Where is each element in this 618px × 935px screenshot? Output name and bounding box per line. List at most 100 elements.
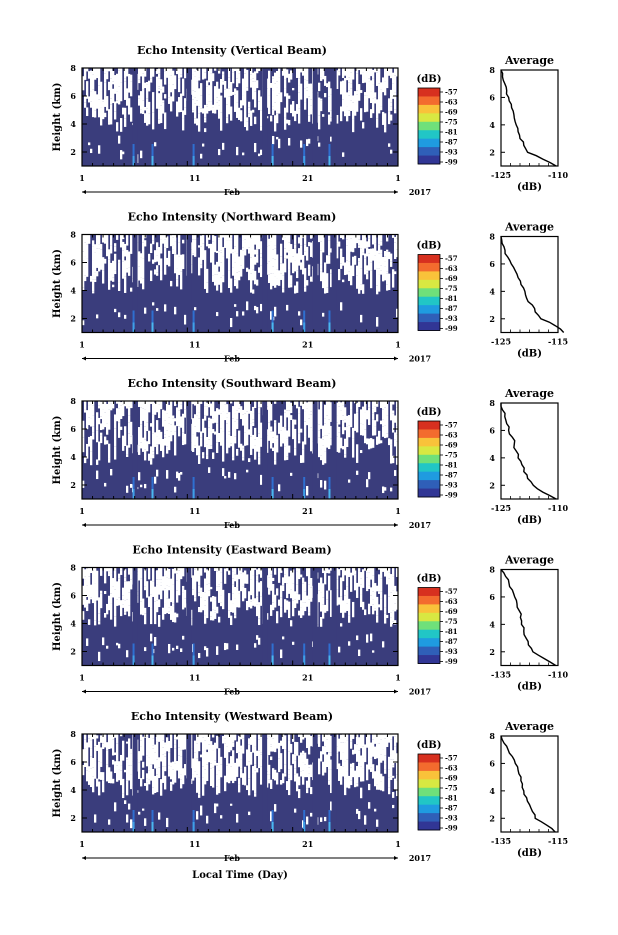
heatmap-gap — [276, 611, 279, 614]
heatmap-gap — [350, 734, 353, 737]
heatmap-gap — [284, 237, 287, 249]
heatmap-gap — [318, 590, 321, 603]
heatmap-gap — [156, 69, 159, 74]
heatmap-gap — [216, 803, 219, 807]
heatmap-gap — [304, 764, 307, 778]
heatmap-gap — [318, 142, 321, 147]
heatmap-gap — [392, 410, 395, 414]
heatmap-gap — [104, 436, 107, 445]
heatmap-band — [186, 401, 192, 499]
heatmap-gap — [196, 100, 199, 106]
echo-spike — [328, 643, 331, 666]
heatmap-gap — [86, 606, 89, 612]
heatmap-gap — [330, 248, 333, 253]
colorbar-swatch — [418, 655, 440, 664]
heatmap-gap — [338, 432, 341, 453]
heatmap-gap — [142, 769, 145, 780]
heatmap-gap — [206, 576, 209, 585]
heatmap-gap — [324, 604, 327, 613]
heatmap-gap — [330, 110, 333, 118]
heatmap-gap — [220, 252, 223, 263]
heatmap-gap — [152, 787, 155, 795]
heatmap-gap — [142, 100, 145, 115]
colorbar-swatch — [418, 488, 440, 498]
heatmap-gap — [228, 471, 231, 478]
heatmap-gap — [394, 271, 397, 275]
heatmap-gap — [142, 234, 145, 243]
heatmap-gap — [386, 284, 389, 291]
heatmap-gap — [112, 739, 115, 756]
heatmap-gap — [266, 755, 269, 772]
heatmap-gap — [300, 607, 303, 618]
heatmap-gap — [392, 96, 395, 99]
echo-spike — [303, 156, 306, 166]
heatmap-gap — [102, 234, 105, 243]
heatmap-gap — [144, 409, 147, 427]
heatmap-gap — [152, 738, 155, 746]
colorbar-tick-label: -57 — [445, 88, 458, 97]
heatmap-gap — [204, 415, 207, 421]
heatmap-gap — [378, 770, 381, 776]
heatmap-gap — [250, 567, 253, 580]
colorbar-tick-label: -69 — [445, 441, 458, 450]
heatmap-gap — [202, 592, 205, 611]
heatmap-gap — [158, 438, 161, 445]
echo-spike — [271, 144, 274, 166]
heatmap-gap — [128, 415, 131, 423]
heatmap-gap — [258, 101, 261, 111]
heatmap-gap — [182, 635, 185, 640]
heatmap-gap — [98, 621, 101, 625]
heatmap-gap — [106, 750, 109, 762]
heatmap-gap — [252, 406, 255, 414]
heatmap-gap — [84, 401, 87, 410]
x-tick-label: 1 — [79, 173, 85, 183]
heatmap-gap — [202, 143, 205, 147]
heatmap-gap — [166, 257, 169, 265]
heatmap-gap — [306, 485, 309, 496]
heatmap-gap — [214, 236, 217, 253]
heatmap-gap — [382, 486, 385, 494]
heatmap-gap — [144, 783, 147, 786]
heatmap-gap — [372, 84, 375, 99]
heatmap-gap — [394, 92, 397, 110]
heatmap-gap — [100, 249, 103, 270]
heatmap-gap — [308, 734, 311, 738]
heatmap-gap — [84, 256, 87, 276]
heatmap-gap — [260, 265, 263, 278]
echo-spike — [271, 310, 274, 333]
profile-y-tick-label: 6 — [489, 425, 495, 435]
heatmap-gap — [342, 734, 345, 743]
heatmap-gap — [306, 734, 309, 749]
heatmap-gap — [274, 259, 277, 277]
heatmap-gap — [244, 239, 247, 243]
heatmap-gap — [260, 257, 263, 266]
heatmap-gap — [90, 148, 93, 154]
heatmap-gap — [198, 567, 201, 574]
heatmap-gap — [234, 421, 237, 437]
heatmap-gap — [248, 429, 251, 435]
heatmap-gap — [342, 80, 345, 100]
heatmap-gap — [336, 436, 339, 452]
colorbar-swatch — [418, 313, 440, 323]
heatmap-gap — [372, 401, 375, 409]
heatmap-gap — [140, 601, 143, 615]
heatmap-gap — [330, 273, 333, 288]
heatmap-gap — [198, 794, 201, 798]
heatmap-gap — [172, 761, 175, 770]
heatmap-gap — [218, 770, 221, 780]
heatmap-gap — [180, 471, 183, 475]
heatmap-gap — [360, 284, 363, 291]
heatmap-gap — [144, 401, 147, 410]
heatmap-gap — [270, 426, 273, 432]
heatmap-gap — [272, 78, 275, 91]
heatmap-gap — [154, 142, 157, 147]
heatmap-gap — [108, 409, 111, 416]
heatmap-gap — [150, 243, 153, 254]
heatmap-gap — [282, 68, 285, 76]
heatmap-gap — [108, 122, 111, 125]
heatmap-gap — [154, 744, 157, 753]
heatmap-gap — [266, 734, 269, 739]
heatmap-gap — [382, 426, 385, 437]
heatmap-gap — [236, 272, 239, 289]
heatmap-gap — [214, 274, 217, 286]
